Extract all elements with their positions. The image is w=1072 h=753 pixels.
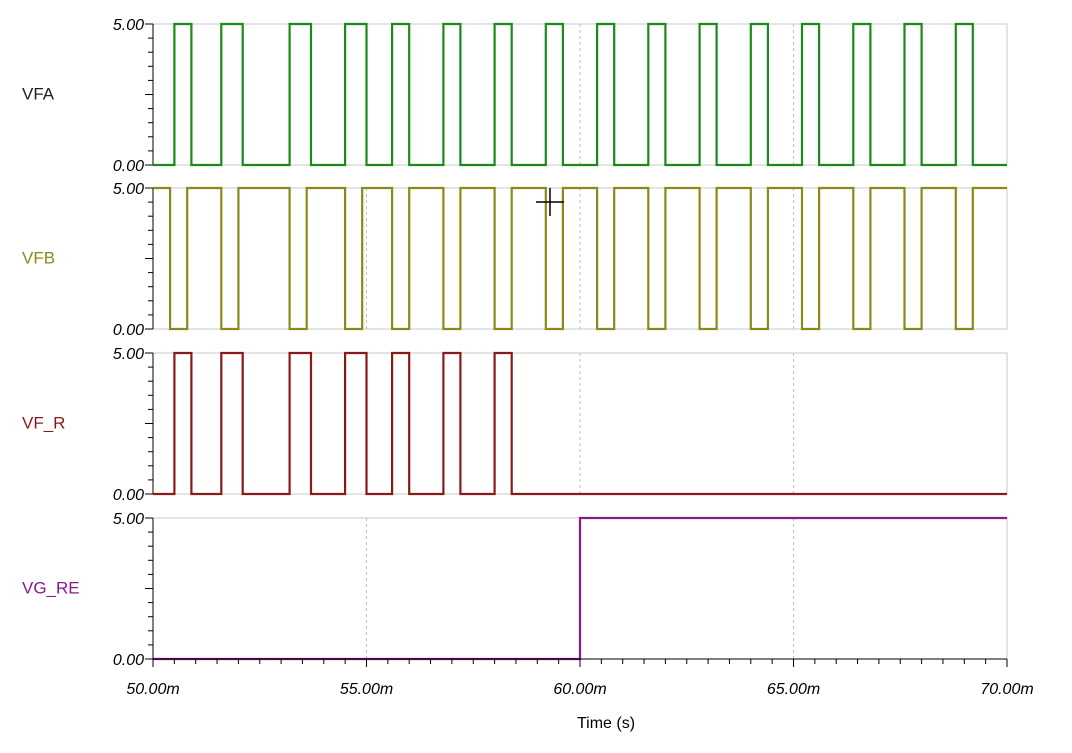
panel-vf-r: 5.00 0.00 VF_R bbox=[22, 346, 1008, 504]
series-line-vfa bbox=[153, 22, 1007, 167]
panel-vfa: 5.00 0.00 VFA bbox=[22, 17, 1008, 175]
y-tick-label-min: 0.00 bbox=[113, 487, 144, 504]
y-tick-label-max: 5.00 bbox=[113, 511, 144, 528]
y-tick-label-max: 5.00 bbox=[113, 181, 144, 198]
panel-vg-re: 5.00 0.00 VG_RE bbox=[22, 511, 1008, 669]
x-tick-label: 60.00m bbox=[553, 681, 606, 698]
series-label: VFB bbox=[22, 249, 55, 268]
panels: 5.00 0.00 VFA 5.00 0.00 VFB 5.00 0.00 VF_R 5.00 0.… bbox=[22, 17, 1008, 669]
y-tick-label-max: 5.00 bbox=[113, 346, 144, 363]
y-tick-label-min: 0.00 bbox=[113, 158, 144, 175]
series-label: VF_R bbox=[22, 414, 65, 433]
series-line-vfb bbox=[153, 186, 1007, 331]
series-label: VFA bbox=[22, 85, 55, 104]
crosshair-cursor-icon bbox=[536, 188, 564, 216]
y-tick-label-min: 0.00 bbox=[113, 322, 144, 339]
x-tick-label: 55.00m bbox=[340, 681, 393, 698]
panel-frame bbox=[152, 352, 1008, 495]
series-line-vf-r bbox=[153, 351, 1007, 496]
series-label: VG_RE bbox=[22, 579, 80, 598]
panel-frame bbox=[152, 23, 1008, 166]
x-tick-label: 50.00m bbox=[126, 681, 179, 698]
y-tick-label-max: 5.00 bbox=[113, 17, 144, 34]
x-tick-label: 70.00m bbox=[980, 681, 1033, 698]
x-axis-title: Time (s) bbox=[577, 715, 635, 732]
x-tick-label: 65.00m bbox=[767, 681, 820, 698]
x-axis: 50.00m 55.00m 60.00m 65.00m 70.00m bbox=[126, 658, 1034, 698]
panel-frame bbox=[152, 187, 1008, 330]
panel-vfb: 5.00 0.00 VFB bbox=[22, 181, 1008, 339]
y-tick-label-min: 0.00 bbox=[113, 652, 144, 669]
series-line-vg-re bbox=[153, 516, 1007, 661]
